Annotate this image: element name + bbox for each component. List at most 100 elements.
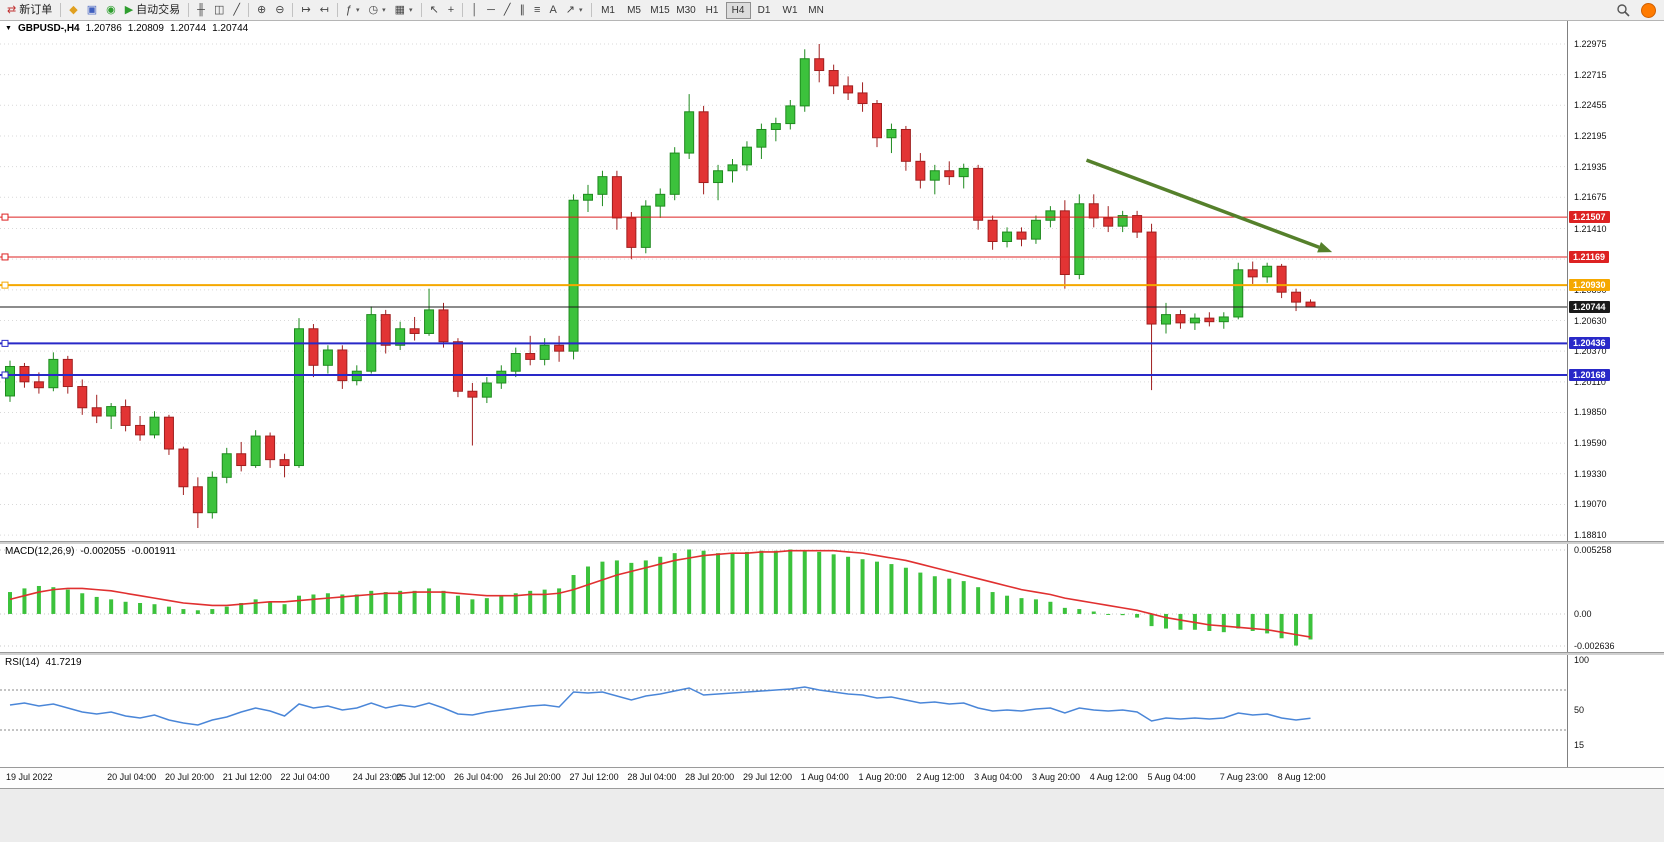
dropdown-arrow-icon: ▾ bbox=[382, 7, 386, 14]
macd-histogram bbox=[8, 549, 1313, 646]
metaeditor-button[interactable]: ◆ bbox=[65, 2, 81, 19]
line-anchor[interactable] bbox=[1, 371, 9, 379]
crosshair-button[interactable]: + bbox=[444, 2, 458, 19]
time-tick-label: 4 Aug 12:00 bbox=[1089, 772, 1138, 782]
new-order-button[interactable]: ⇄ 新订单 bbox=[3, 2, 56, 19]
time-tick-label: 21 Jul 12:00 bbox=[222, 772, 272, 782]
chart-window: ▼ GBPUSD-,H4 1.20786 1.20809 1.20744 1.2… bbox=[0, 21, 1664, 789]
macd-plot-pane: MACD(12,26,9) -0.002055 -0.001911 bbox=[0, 544, 1567, 652]
rsi-line bbox=[9, 686, 1311, 726]
support-line-1-label: 1.20436 bbox=[1569, 337, 1610, 350]
text-button[interactable]: A bbox=[545, 2, 560, 19]
profiles-button[interactable]: ▣ bbox=[83, 2, 101, 19]
price-axis[interactable]: 1.22975 1.22715 1.22455 1.22195 1.21935 1.216… bbox=[1567, 21, 1663, 541]
timeframe-d1-button[interactable]: D1 bbox=[752, 2, 777, 19]
timeframe-m1-button[interactable]: M1 bbox=[596, 2, 621, 19]
auto-scroll-icon: ↦ bbox=[301, 3, 311, 16]
collapse-icon[interactable]: ▼ bbox=[5, 25, 12, 32]
horizontal-line-icon: ─ bbox=[487, 3, 495, 16]
channel-button[interactable]: ∥ bbox=[516, 2, 530, 19]
rsi-axis: 100 50 15 bbox=[1567, 655, 1663, 767]
autotrading-button[interactable]: ▶ 自动交易 bbox=[121, 2, 184, 19]
time-tick-label: 29 Jul 12:00 bbox=[742, 772, 792, 782]
macd-value-signal: -0.001911 bbox=[131, 546, 176, 557]
search-button[interactable] bbox=[1612, 2, 1634, 19]
time-tick-label: 20 Jul 20:00 bbox=[164, 772, 214, 782]
dropdown-arrow-icon: ▾ bbox=[579, 7, 583, 14]
horizontal-line-button[interactable]: ─ bbox=[483, 2, 499, 19]
indicators-icon: ƒ bbox=[345, 3, 352, 16]
rsi-scale-label: 100 bbox=[1574, 655, 1590, 665]
ohlc-high: 1.20809 bbox=[127, 23, 164, 34]
chart-header: ▼ GBPUSD-,H4 1.20786 1.20809 1.20744 1.2… bbox=[5, 23, 248, 34]
rsi-pane: RSI(14) 41.7219 100 50 15 bbox=[0, 655, 1664, 767]
horizontal-lines[interactable] bbox=[0, 213, 1567, 379]
time-axis[interactable]: 19 Jul 2022 20 Jul 04:00 20 Jul 20:00 21 Ju… bbox=[0, 767, 1664, 788]
auto-scroll-button[interactable]: ↦ bbox=[297, 2, 314, 19]
cursor-icon: ↖ bbox=[429, 3, 439, 16]
trendline-button[interactable]: ╱ bbox=[500, 2, 515, 19]
timeframe-m15-button[interactable]: M15 bbox=[648, 2, 673, 19]
line-anchor[interactable] bbox=[1, 339, 9, 347]
price-tick-label: 1.20370 bbox=[1574, 346, 1607, 357]
candlestick-chart-icon: ◫ bbox=[213, 3, 225, 16]
new-order-icon: ⇄ bbox=[7, 3, 17, 16]
line-anchor[interactable] bbox=[1, 253, 9, 261]
line-anchor[interactable] bbox=[1, 213, 9, 221]
window-background bbox=[0, 789, 1664, 842]
indicators-button[interactable]: ƒ ▾ bbox=[342, 2, 364, 19]
zoom-in-icon: ⊕ bbox=[257, 3, 267, 16]
macd-signal-line bbox=[9, 549, 1311, 638]
bar-chart-button[interactable]: ╫ bbox=[193, 2, 209, 19]
price-tick-label: 1.19850 bbox=[1574, 407, 1607, 418]
time-tick-label: 3 Aug 04:00 bbox=[974, 772, 1023, 782]
cursor-button[interactable]: ↖ bbox=[426, 2, 443, 19]
price-tick-label: 1.21410 bbox=[1574, 223, 1607, 234]
vertical-line-button[interactable]: │ bbox=[467, 2, 482, 19]
crosshair-icon: + bbox=[447, 3, 455, 16]
timeframe-m30-button[interactable]: M30 bbox=[674, 2, 699, 19]
macd-scale-label: -0.002636 bbox=[1574, 641, 1615, 651]
periods-button[interactable]: ◷ ▾ bbox=[365, 2, 390, 19]
trend-arrow[interactable] bbox=[1085, 158, 1333, 253]
timeframe-h1-button[interactable]: H1 bbox=[700, 2, 725, 19]
price-tick-label: 1.19590 bbox=[1574, 438, 1607, 449]
price-tick-label: 1.19330 bbox=[1574, 468, 1607, 479]
timeframe-h4-button[interactable]: H4 bbox=[725, 1, 751, 19]
price-pane: ▼ GBPUSD-,H4 1.20786 1.20809 1.20744 1.2… bbox=[0, 21, 1567, 541]
ohlc-low: 1.20744 bbox=[169, 23, 207, 34]
candlestick-chart-button[interactable]: ◫ bbox=[210, 2, 228, 19]
arrows-button[interactable]: ↗ ▾ bbox=[562, 2, 587, 19]
zoom-out-button[interactable]: ⊖ bbox=[271, 2, 288, 19]
chart-shift-button[interactable]: ↤ bbox=[316, 2, 333, 19]
price-tick-label: 1.21935 bbox=[1574, 161, 1607, 172]
toolbar-separator bbox=[292, 3, 294, 17]
macd-scale-label: 0.005258 bbox=[1574, 545, 1612, 555]
pane-divider[interactable] bbox=[0, 541, 1664, 544]
text-icon: A bbox=[549, 3, 557, 16]
macd-chart[interactable] bbox=[0, 544, 1567, 652]
resistance-line-2-label: 1.21169 bbox=[1569, 250, 1610, 263]
line-chart-button[interactable]: ╱ bbox=[229, 2, 244, 19]
zoom-in-button[interactable]: ⊕ bbox=[253, 2, 270, 19]
macd-value-main: -0.002055 bbox=[80, 546, 126, 557]
line-anchor[interactable] bbox=[1, 281, 9, 289]
rsi-chart[interactable] bbox=[0, 655, 1567, 767]
price-tick-label: 1.20110 bbox=[1574, 376, 1606, 387]
rsi-value: 41.7219 bbox=[45, 657, 82, 668]
symbol-label: GBPUSD-,H4 bbox=[17, 23, 80, 34]
timeframe-m5-button[interactable]: M5 bbox=[622, 2, 647, 19]
price-tick-label: 1.18810 bbox=[1574, 530, 1607, 541]
candlestick-chart[interactable] bbox=[0, 21, 1567, 541]
timeframe-w1-button[interactable]: W1 bbox=[778, 2, 803, 19]
fibonacci-button[interactable]: ≡ bbox=[530, 2, 544, 19]
templates-button[interactable]: ▦ ▾ bbox=[391, 2, 417, 19]
main-price-pane: ▼ GBPUSD-,H4 1.20786 1.20809 1.20744 1.2… bbox=[0, 21, 1664, 541]
bar-chart-icon: ╫ bbox=[197, 3, 205, 16]
pane-divider[interactable] bbox=[0, 652, 1664, 655]
timeframe-mn-button[interactable]: MN bbox=[804, 2, 829, 19]
notification-icon[interactable] bbox=[1641, 2, 1656, 18]
rsi-scale-label: 15 bbox=[1574, 740, 1585, 750]
price-tick-label: 1.22455 bbox=[1574, 100, 1607, 111]
data-window-button[interactable]: ◉ bbox=[102, 2, 120, 19]
